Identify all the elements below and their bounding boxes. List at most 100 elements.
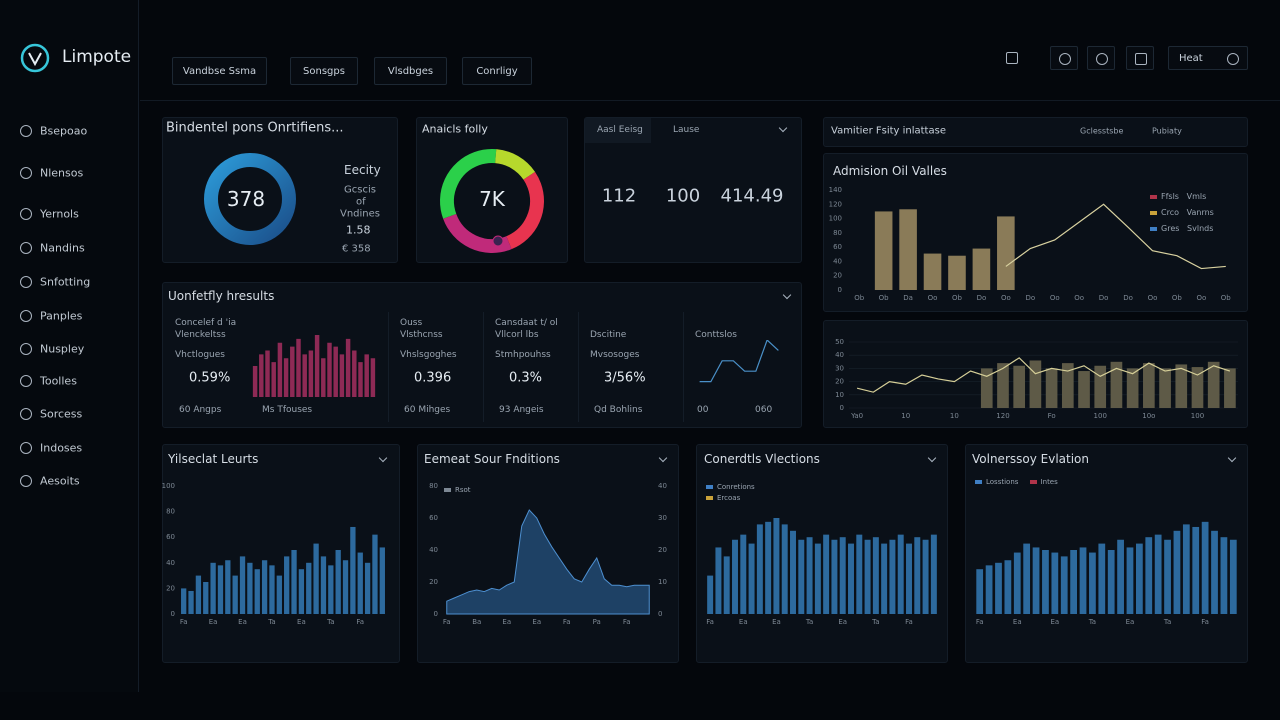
- nav-icon: [20, 442, 32, 454]
- bar: [732, 539, 738, 614]
- y-tick-label: 20: [429, 578, 438, 586]
- legend: Losstions Intes: [975, 478, 1058, 486]
- x-tick-label: 10o: [1142, 412, 1155, 420]
- bar: [1023, 543, 1031, 614]
- y-tick-label: 80: [429, 482, 438, 490]
- bar: [1220, 537, 1228, 614]
- bar: [283, 358, 289, 397]
- chart-title: Admision Oil Valles: [833, 164, 947, 178]
- legend-item: Ffsls Vmls: [1150, 189, 1214, 205]
- logo-text: Limpote: [62, 47, 132, 67]
- ratio-value: 7K: [479, 187, 505, 211]
- nav-item[interactable]: Sorcess: [12, 402, 130, 426]
- bar: [379, 547, 385, 614]
- y-tick-label: 10: [835, 391, 844, 399]
- nav-icon: [20, 167, 32, 179]
- search-box[interactable]: Heat: [1168, 46, 1248, 70]
- nav-label: Yernols: [40, 207, 79, 221]
- bar: [277, 342, 283, 397]
- stat-value: 414.49: [720, 185, 784, 207]
- bar: [872, 537, 879, 614]
- nav-item[interactable]: Indoses: [12, 436, 130, 460]
- x-tick-label: Ta: [1088, 618, 1096, 626]
- x-tick-label: Ta: [326, 618, 334, 626]
- x-tick-label: Ea: [772, 618, 781, 626]
- bar: [839, 537, 846, 614]
- nav-item[interactable]: Yernols: [12, 202, 130, 226]
- cell-foot: Qd Bohlins: [594, 405, 643, 415]
- bar: [1051, 552, 1059, 614]
- stats-tab[interactable]: Lause: [673, 125, 700, 135]
- y-tick-label: 30: [835, 364, 844, 372]
- nav-item[interactable]: Panples: [12, 304, 130, 328]
- bar: [748, 543, 755, 614]
- y-tick-label: 120: [829, 200, 842, 208]
- legend-swatch: [975, 480, 982, 484]
- bar: [1145, 537, 1153, 614]
- action[interactable]: Pubiaty: [1152, 126, 1182, 136]
- bar: [1224, 368, 1236, 408]
- logo-icon: [20, 43, 50, 73]
- bar: [333, 346, 338, 397]
- bar: [874, 211, 893, 290]
- nav-item[interactable]: Aesoits: [12, 469, 130, 493]
- nav-item[interactable]: Nuspley: [12, 337, 130, 361]
- bar: [798, 539, 805, 614]
- action[interactable]: Gclesstsbe: [1080, 126, 1124, 136]
- y-tick-label: 140: [829, 186, 842, 194]
- nav-item[interactable]: Toolles: [12, 369, 130, 393]
- x-tick-label: Ta: [1163, 618, 1171, 626]
- bar: [1029, 360, 1042, 408]
- y-tick-label: 20: [833, 272, 842, 280]
- cell-label: Vllcorl lbs: [495, 330, 539, 340]
- stats-tab-active[interactable]: [585, 118, 651, 143]
- bar: [247, 562, 253, 614]
- bar: [1070, 550, 1078, 614]
- y-tick-label: 20: [835, 378, 844, 386]
- tab[interactable]: Vandbse Ssma: [172, 57, 267, 85]
- nav-item[interactable]: Snfotting: [12, 270, 130, 294]
- cell-label: Cansdaat t/ ol: [495, 318, 558, 328]
- icon-button[interactable]: [1050, 46, 1078, 70]
- legend-label: Gres: [1161, 224, 1180, 233]
- panel-title: Uonfetfly hresults: [168, 289, 275, 303]
- bar: [195, 575, 202, 614]
- cell-divider: [683, 312, 684, 422]
- icon-button[interactable]: [1087, 46, 1115, 70]
- nav-item[interactable]: Bsepoao: [12, 119, 130, 143]
- tab[interactable]: Sonsgps: [290, 57, 358, 85]
- y-tick-label: 40: [429, 546, 438, 554]
- x-tick-label: 120: [996, 412, 1009, 420]
- nav-item[interactable]: Nlensos: [12, 161, 130, 185]
- bar: [364, 354, 369, 397]
- bar: [707, 575, 714, 614]
- tab[interactable]: Vlsdbges: [374, 57, 447, 85]
- bar: [1175, 364, 1188, 408]
- bar: [823, 534, 830, 614]
- bar: [1182, 524, 1190, 614]
- tool-icon[interactable]: [1006, 52, 1018, 64]
- chart: 0 10 20 30 40 50 Ya0 10 10 120 Fo 100 10o 100: [835, 338, 1238, 420]
- tab[interactable]: Conrligy: [462, 57, 532, 85]
- x-tick-label: 100: [1094, 412, 1107, 420]
- bar: [252, 366, 258, 397]
- bar: [296, 338, 301, 397]
- bar: [291, 550, 297, 614]
- nav-item[interactable]: Nandins: [12, 236, 130, 260]
- chart: Fa Ea Ea Ta Ea Ta Fa: [976, 521, 1237, 626]
- cell-label: Vlsthcnss: [400, 330, 443, 340]
- bar: [210, 562, 216, 614]
- bar: [1094, 365, 1107, 408]
- sparkline: [699, 340, 779, 383]
- stats-tab[interactable]: Aasl Eeisg: [597, 125, 643, 135]
- bar: [269, 565, 275, 614]
- y2-tick-label: 10: [658, 578, 667, 586]
- icon-button[interactable]: [1126, 46, 1154, 70]
- nav-label: Panples: [40, 309, 83, 323]
- chart: 0 20 40 60 80 100 120 140 Ob Ob Da Oo Ob Do Oo Do Oo Oo Do…: [829, 186, 1232, 302]
- bar: [985, 565, 993, 614]
- score-card: [162, 117, 398, 263]
- score-value: 378: [226, 187, 266, 211]
- x-tick-label: Fa: [563, 618, 571, 626]
